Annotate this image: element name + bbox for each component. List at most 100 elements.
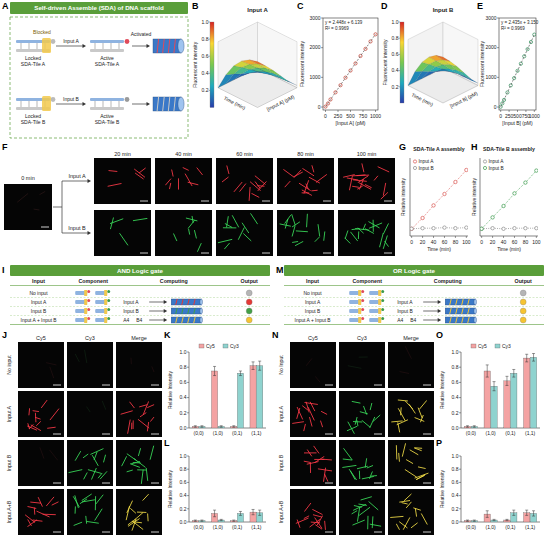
- x-tick-label: 500: [513, 113, 522, 119]
- colorbar-tick-label: 0.6: [202, 53, 209, 59]
- tile-knob: [381, 290, 384, 293]
- surface-cell: [450, 64, 464, 72]
- scale-bar: [374, 532, 382, 533]
- filament: [310, 417, 312, 426]
- error-line: [253, 509, 254, 514]
- filament: [350, 177, 353, 190]
- filament: [188, 221, 194, 229]
- label-line: SDA-Tile A: [21, 61, 46, 67]
- tube-stripe: [157, 97, 159, 111]
- x-tick-label: (1,1): [251, 524, 262, 530]
- filament: [362, 164, 364, 172]
- filament: [197, 168, 202, 175]
- filament: [50, 409, 59, 420]
- filament: [38, 498, 42, 507]
- scale-bar: [384, 253, 392, 254]
- image-ground: [388, 391, 434, 437]
- micrograph: [388, 391, 434, 437]
- tile-knob: [361, 290, 364, 293]
- column-head: Cy5: [36, 335, 46, 341]
- error-cap: [505, 520, 508, 521]
- error-cap: [512, 369, 515, 370]
- panel-letter: B: [192, 1, 199, 11]
- time-label: 0 min: [21, 175, 34, 181]
- error-line: [487, 511, 488, 518]
- legend-swatch: [471, 344, 476, 348]
- filament: [324, 232, 325, 240]
- scale-bar: [53, 532, 61, 533]
- bar: [464, 521, 470, 522]
- scale-bar: [323, 201, 331, 202]
- separator: [10, 297, 270, 298]
- arrow: [132, 46, 147, 47]
- filament: [188, 182, 198, 184]
- row-label: Input A: [6, 405, 12, 422]
- scale-bar: [374, 483, 382, 484]
- series-line: [412, 228, 467, 229]
- filament: [109, 170, 117, 172]
- filament: [296, 230, 307, 232]
- scale-bar: [201, 253, 209, 254]
- legend-label: Input A: [419, 159, 435, 164]
- filament: [364, 406, 367, 414]
- filament: [309, 177, 319, 183]
- shape: [445, 299, 475, 305]
- filament: [186, 218, 197, 221]
- filament: [218, 239, 232, 242]
- scale-bar: [423, 434, 431, 435]
- filament: [293, 241, 298, 243]
- scale-bar: [325, 385, 333, 386]
- error-line: [506, 519, 507, 520]
- scale-bar: [41, 227, 49, 228]
- row-label: Input B: [278, 454, 284, 471]
- lock: [84, 299, 87, 305]
- filament: [302, 192, 309, 193]
- time-label: 40 min: [175, 151, 192, 157]
- lock: [104, 317, 107, 323]
- shape: [125, 97, 130, 102]
- tube-stripe: [168, 39, 170, 53]
- error-cap: [200, 425, 203, 426]
- shape: [445, 317, 475, 323]
- error-line: [233, 426, 234, 428]
- point: [535, 227, 538, 230]
- x-tick-label: 80: [453, 239, 459, 245]
- surface-cell: [250, 60, 266, 66]
- tube-stripe: [462, 308, 464, 314]
- error-cap: [525, 515, 528, 516]
- tube-stripe: [468, 308, 470, 314]
- filament: [25, 515, 34, 522]
- filament: [132, 462, 140, 464]
- dna-tile: [90, 97, 129, 110]
- colorbar-tick: [399, 22, 401, 23]
- axis-title: Fluorescent intensity: [479, 41, 485, 87]
- filament: [195, 231, 197, 239]
- filament: [131, 508, 136, 513]
- error-cap: [200, 520, 203, 521]
- point: [502, 227, 505, 230]
- lock: [104, 308, 107, 314]
- error-cap: [486, 517, 489, 518]
- micrograph: [216, 158, 273, 204]
- filament: [306, 214, 308, 227]
- label: Blocked: [33, 29, 51, 35]
- filament: [225, 224, 232, 228]
- colorbar-tick-label: 0.2: [202, 87, 209, 93]
- filament: [143, 402, 148, 414]
- micrograph: [290, 342, 336, 388]
- plot-marks: [324, 33, 377, 108]
- plot-frame: [499, 18, 536, 110]
- arrow-head: [83, 102, 87, 106]
- filament: [92, 468, 97, 479]
- tube-stripe: [188, 308, 190, 314]
- filament: [369, 222, 379, 228]
- x-tick-label: (0,1): [232, 430, 243, 436]
- x-tick-label: 40: [431, 239, 437, 245]
- point: [443, 192, 446, 195]
- shape: [125, 39, 130, 44]
- filament: [172, 170, 173, 176]
- filament: [151, 417, 154, 421]
- filament: [140, 405, 147, 407]
- shape: [200, 317, 203, 323]
- time-label: 80 min: [297, 151, 314, 157]
